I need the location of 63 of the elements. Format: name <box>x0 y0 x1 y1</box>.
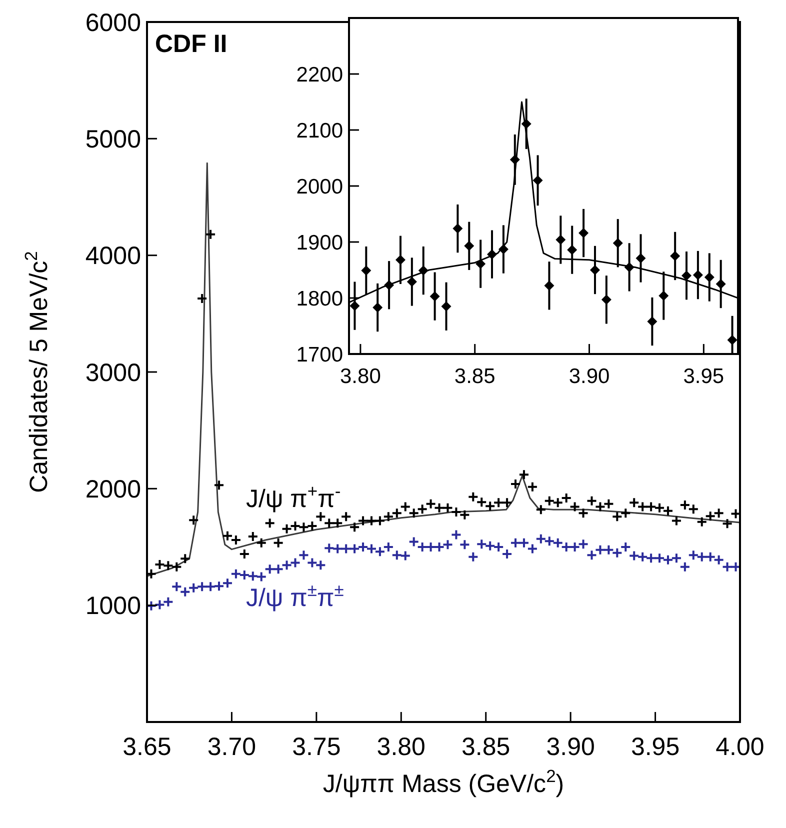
x-tick-label: 3.90 <box>546 733 595 761</box>
line-series <box>147 162 740 577</box>
point <box>452 224 463 234</box>
y-tick-label: 1900 <box>296 231 343 254</box>
x-tick-label: 3.95 <box>630 733 680 761</box>
y-tick-label: 2100 <box>296 119 343 142</box>
y-tick-label: 1700 <box>296 343 343 366</box>
point <box>521 118 532 129</box>
point <box>682 270 692 281</box>
point <box>612 238 623 248</box>
y-tick-label: 3000 <box>85 358 141 387</box>
x-tick-label: 3.70 <box>207 733 256 761</box>
point <box>532 175 543 186</box>
point <box>361 266 372 276</box>
point <box>647 316 658 327</box>
point <box>590 265 600 275</box>
series-label: J/ψ π$^{±}$π$^{±}$ <box>246 580 344 612</box>
point <box>350 300 360 311</box>
y-tick-label: 2200 <box>296 63 343 86</box>
y-tick-label: 1000 <box>85 592 141 620</box>
x-tick-label: 3.85 <box>462 733 510 761</box>
point <box>692 270 703 280</box>
point <box>601 294 612 305</box>
point <box>464 240 474 251</box>
point <box>556 234 566 245</box>
x-tick-label: 3.80 <box>340 365 381 388</box>
point <box>487 249 498 260</box>
point <box>372 302 383 313</box>
x-tick-label: 3.95 <box>683 365 724 388</box>
point <box>716 279 726 289</box>
point <box>406 276 417 287</box>
point <box>430 291 440 302</box>
point <box>704 272 714 282</box>
point <box>658 290 669 301</box>
y-tick-label: 2000 <box>85 475 141 504</box>
point <box>544 280 554 291</box>
point <box>670 251 680 261</box>
y-tick-label: 5000 <box>85 125 141 154</box>
x-tick-label: 3.65 <box>122 733 172 761</box>
point <box>636 253 646 264</box>
x-axis-title: J/ψππ Mass (GeV/c$^{2}$) <box>322 766 564 798</box>
point <box>476 258 486 269</box>
point <box>498 244 508 254</box>
x-tick-label: 3.85 <box>454 365 496 388</box>
y-tick-label: 4000 <box>85 242 141 270</box>
series-label: J/ψ π$^{+}$π$^{-}$ <box>246 481 341 513</box>
point <box>578 228 589 238</box>
x-tick-label: 3.90 <box>568 365 610 388</box>
y-tick-label: 6000 <box>85 8 141 37</box>
y-tick-label: 1800 <box>296 287 343 310</box>
point <box>418 266 428 276</box>
point <box>624 262 634 272</box>
point <box>727 335 738 345</box>
annotation: CDF II <box>155 30 228 58</box>
point <box>567 244 578 255</box>
x-tick-label: 4.00 <box>716 733 764 761</box>
point <box>441 301 452 312</box>
point <box>384 280 394 290</box>
x-tick-label: 3.75 <box>292 733 341 761</box>
y-tick-label: 2000 <box>296 175 343 198</box>
point <box>395 254 406 265</box>
x-tick-label: 3.80 <box>376 733 426 761</box>
point <box>510 154 520 165</box>
